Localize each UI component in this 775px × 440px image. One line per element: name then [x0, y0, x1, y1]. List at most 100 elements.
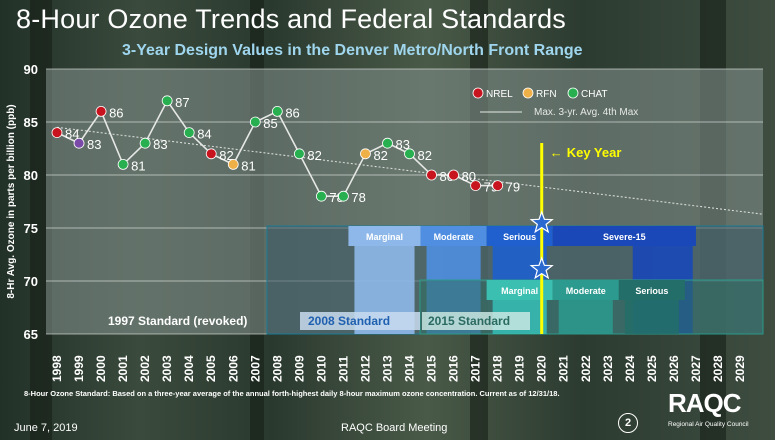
data-point [227, 158, 239, 170]
page-number: 2 [618, 413, 638, 433]
data-label: 82 [373, 148, 387, 163]
class-2008-band [348, 226, 421, 246]
data-label: 81 [241, 158, 255, 173]
x-tick-label: 2026 [667, 355, 681, 382]
x-tick-label: 2022 [579, 355, 593, 382]
data-point [338, 190, 349, 202]
data-point [95, 106, 107, 117]
x-tick-label: 2004 [182, 355, 196, 382]
data-label: 85 [263, 116, 277, 131]
class-2015-band [552, 280, 619, 300]
data-label: 83 [87, 137, 101, 152]
data-label: 86 [109, 105, 123, 120]
x-tick-label: 2029 [733, 355, 747, 382]
data-point [205, 148, 217, 160]
data-point [161, 95, 173, 107]
x-tick-label: 2018 [491, 355, 505, 382]
x-tick-label: 2008 [270, 355, 284, 382]
star-icon [529, 256, 554, 280]
x-tick-label: 2011 [336, 356, 350, 382]
data-point [448, 169, 459, 181]
slide-subtitle: 3-Year Design Values in the Denver Metro… [122, 42, 583, 59]
x-tick-label: 2016 [447, 355, 461, 382]
y-tick-label: 90 [24, 62, 38, 77]
logo-text: RAQC [668, 388, 742, 418]
data-point [293, 148, 305, 160]
x-tick-label: 2013 [380, 355, 394, 382]
class-2015-label: Marginal [501, 286, 538, 296]
data-label: 83 [395, 137, 409, 152]
y-axis-label: 8-Hr Avg. Ozone in parts per billion (pp… [6, 104, 17, 298]
data-point [315, 190, 327, 202]
class-2008-label: Severe-15 [603, 232, 646, 242]
data-point [139, 137, 151, 149]
class-2015-label: Moderate [566, 286, 606, 296]
data-label: 87 [175, 95, 189, 110]
x-tick-label: 2003 [160, 355, 174, 382]
data-point [183, 127, 195, 139]
class-2008-label: Moderate [434, 232, 474, 242]
x-tick-label: 2019 [513, 355, 527, 382]
data-label: 82 [219, 148, 233, 163]
class-2008-band [420, 226, 487, 246]
data-label: 78 [351, 190, 365, 205]
x-tick-label: 2025 [645, 355, 659, 382]
data-label: 79 [506, 180, 520, 195]
data-label: 83 [153, 137, 167, 152]
legend-marker [522, 87, 534, 99]
x-tick-label: 2015 [425, 355, 439, 382]
x-tick-label: 2006 [226, 355, 240, 382]
data-point [426, 169, 437, 181]
footer-date: June 7, 2019 [14, 422, 78, 434]
x-tick-label: 2005 [204, 355, 218, 382]
data-point [492, 180, 504, 192]
y-tick-label: 65 [24, 327, 38, 342]
star-icon [529, 210, 554, 234]
data-point [249, 116, 261, 128]
data-label: 82 [307, 148, 321, 163]
footer-meeting: RAQC Board Meeting [341, 422, 448, 434]
y-tick-label: 70 [24, 274, 38, 289]
data-point [73, 137, 85, 149]
x-tick-label: 2010 [314, 355, 328, 382]
x-tick-label: 2020 [535, 355, 549, 382]
data-point [117, 158, 129, 170]
x-tick-label: 2007 [248, 355, 262, 382]
standard-2015-label-box [422, 312, 530, 330]
trendline [56, 126, 764, 215]
class-2015-label: Serious [635, 286, 668, 296]
data-point [360, 148, 371, 160]
x-tick-label: 2002 [138, 355, 152, 382]
logo-subtitle: Regional Air Quality Council [668, 421, 749, 428]
x-tick-label: 2012 [358, 355, 372, 382]
legend-trend-label: Max. 3-yr. Avg. 4th Max [534, 107, 638, 118]
y-tick-label: 75 [24, 221, 38, 236]
y-tick-label: 85 [24, 115, 38, 130]
raqc-logo: RAQC Regional Air Quality Council [668, 388, 772, 438]
data-label: 81 [131, 158, 145, 173]
data-label: 86 [285, 105, 299, 120]
key-year-arrow-icon: ← [550, 145, 563, 160]
legend-marker [472, 87, 484, 99]
x-tick-label: 1998 [50, 355, 64, 382]
class-2015-band [486, 280, 553, 300]
legend-label: RFN [536, 89, 557, 100]
data-point [470, 180, 482, 192]
x-tick-label: 2023 [601, 355, 615, 382]
legend-marker [567, 87, 579, 99]
standard-2015-label: 2015 Standard [428, 314, 510, 328]
x-tick-label: 2014 [403, 355, 417, 382]
x-tick-label: 2027 [689, 355, 703, 382]
x-tick-label: 2000 [94, 355, 108, 382]
legend-label: CHAT [581, 89, 607, 100]
data-label: 84 [65, 127, 79, 142]
class-2015-column [624, 299, 679, 334]
data-point [382, 137, 393, 149]
data-label: 80 [462, 169, 476, 184]
data-point [404, 148, 415, 160]
data-label: 84 [197, 127, 211, 142]
legend-label: NREL [486, 89, 513, 100]
y-tick-label: 80 [24, 168, 38, 183]
